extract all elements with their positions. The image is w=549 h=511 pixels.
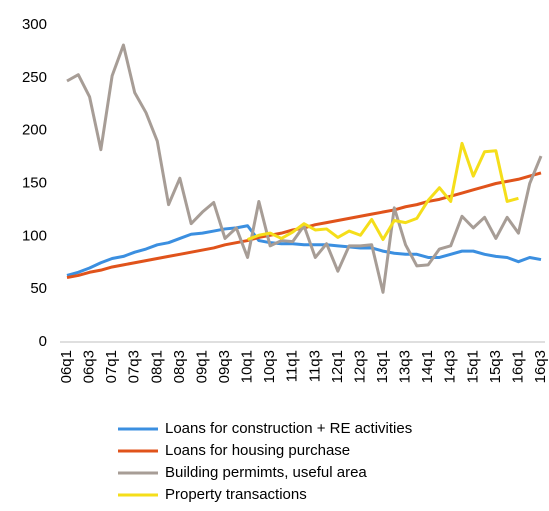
legend-label: Property transactions: [165, 486, 307, 503]
x-tick-label: 06q3: [81, 350, 98, 383]
y-tick-label: 0: [39, 333, 47, 350]
y-tick-label: 100: [22, 227, 47, 244]
x-tick-label: 08q1: [148, 350, 165, 383]
x-tick-label: 11q1: [284, 350, 301, 382]
x-tick-label: 09q3: [216, 350, 233, 383]
x-tick-label: 09q1: [193, 350, 210, 383]
x-tick-label: 14q1: [419, 350, 436, 383]
x-tick-label: 10q1: [239, 350, 256, 383]
x-tick-label: 14q3: [442, 350, 459, 383]
y-tick-label: 250: [22, 69, 47, 86]
legend-label: Loans for housing purchase: [165, 442, 350, 459]
y-tick-label: 50: [30, 280, 47, 297]
x-tick-label: 07q3: [126, 350, 143, 383]
x-tick-label: 07q1: [103, 350, 120, 383]
x-tick-label: 12q1: [329, 350, 346, 383]
legend-label: Loans for construction + RE activities: [165, 420, 412, 437]
x-tick-label: 13q1: [374, 350, 391, 383]
series-line: [66, 224, 542, 277]
y-tick-label: 200: [22, 122, 47, 139]
x-tick-label: 12q3: [351, 350, 368, 383]
y-tick-label: 300: [22, 16, 47, 33]
series-line: [66, 43, 543, 294]
x-tick-label: 10q3: [261, 350, 278, 383]
x-tick-label: 11q3: [306, 350, 323, 382]
x-tick-label: 16q3: [532, 350, 549, 383]
legend-label: Building permimts, useful area: [165, 464, 367, 481]
x-tick-label: 08q3: [171, 350, 188, 383]
x-tick-label: 15q1: [464, 350, 481, 383]
series-line: [247, 141, 519, 241]
x-tick-label: 15q3: [487, 350, 504, 383]
x-tick-label: 13q3: [397, 350, 414, 383]
x-tick-label: 16q1: [509, 350, 526, 383]
x-tick-label: 06q1: [58, 350, 75, 383]
y-tick-label: 150: [22, 174, 47, 191]
